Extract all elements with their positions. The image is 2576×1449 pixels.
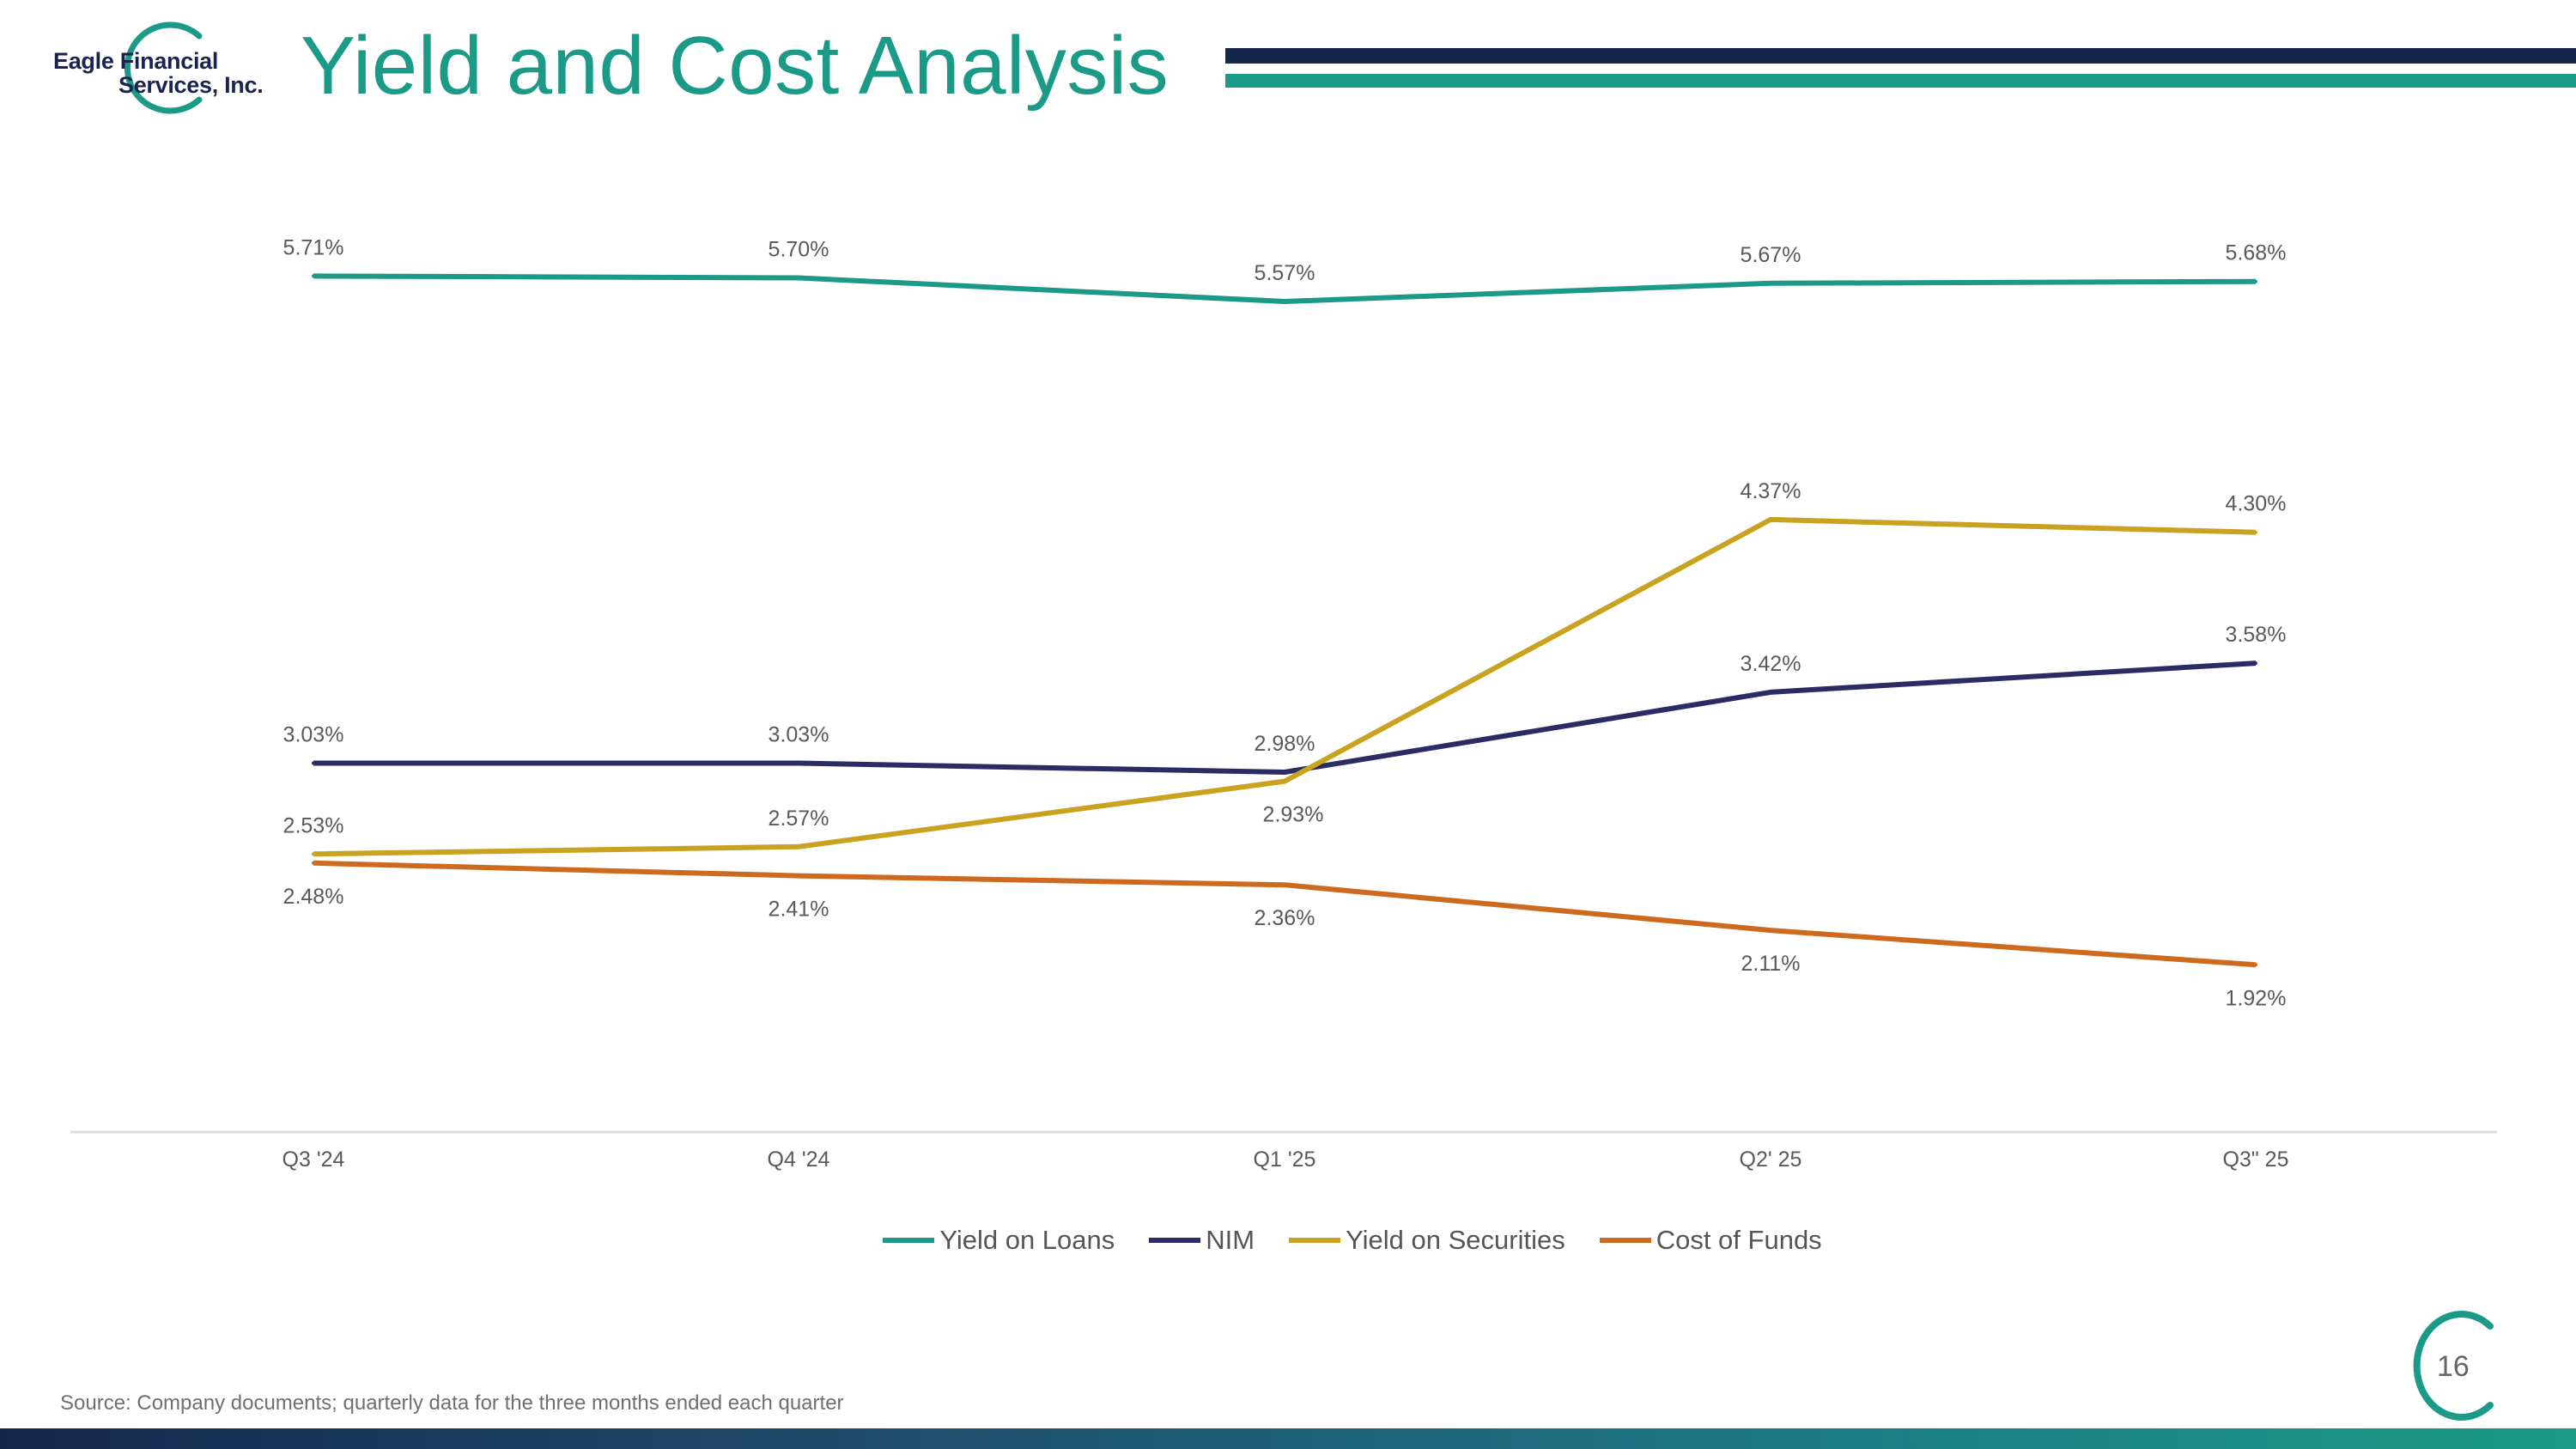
- page-title: Yield and Cost Analysis: [301, 20, 1170, 112]
- legend-swatch-nim: [1149, 1238, 1201, 1243]
- data-point-yield-on-securities: [1283, 779, 1286, 783]
- data-label: 2.48%: [283, 885, 344, 909]
- company-logo: Eagle Financial Services, Inc.: [53, 17, 268, 125]
- x-tick-label: Q3" 25: [2223, 1148, 2289, 1172]
- logo-name-line1: Eagle Financial: [53, 48, 219, 74]
- data-point-cost-of-funds: [1769, 928, 1772, 933]
- data-point-yield-on-securities: [797, 844, 800, 849]
- x-tick-layer: Q3 '24 Q4 '24 Q1 '25 Q2' 25 Q3" 25: [283, 1148, 2289, 1172]
- data-label-layer: 5.71% 5.70% 5.57% 5.67% 5.68% 3.03% 3.03% 2.98%…: [283, 235, 2287, 1010]
- data-point-nim: [797, 761, 800, 765]
- data-label: 5.68%: [2226, 241, 2287, 265]
- data-label: 2.41%: [769, 898, 829, 922]
- data-label: 5.70%: [769, 238, 829, 262]
- data-point-yield-on-securities: [1769, 517, 1772, 521]
- legend-swatch-yield-on-loans: [883, 1238, 935, 1243]
- chart-legend: Yield on Loans NIM Yield on Securities C…: [0, 1225, 2576, 1256]
- data-label: 2.53%: [283, 813, 344, 837]
- data-label: 4.30%: [2226, 492, 2287, 516]
- footer-band: [0, 1428, 2576, 1449]
- legend-label: Yield on Securities: [1346, 1225, 1565, 1255]
- page-ring-icon: [2413, 1311, 2494, 1421]
- logo-name-line2: Services, Inc.: [118, 72, 264, 98]
- data-point-nim: [1769, 690, 1772, 694]
- data-point-yield-on-loans: [312, 274, 315, 278]
- data-point-cost-of-funds: [2254, 963, 2257, 967]
- data-label: 3.03%: [283, 723, 344, 747]
- data-point-nim: [1283, 770, 1286, 774]
- data-point-cost-of-funds: [797, 874, 800, 878]
- data-point-yield-on-securities: [312, 852, 315, 856]
- x-tick-label: Q3 '24: [283, 1148, 345, 1172]
- data-point-nim: [312, 761, 315, 765]
- source-note: Source: Company documents; quarterly dat…: [60, 1391, 844, 1415]
- legend-item-cost-of-funds: Cost of Funds: [1599, 1225, 1822, 1256]
- page-number: 16: [2437, 1350, 2470, 1383]
- x-tick-label: Q2' 25: [1740, 1148, 1802, 1172]
- data-label: 2.57%: [769, 807, 829, 831]
- legend-label: NIM: [1206, 1225, 1255, 1255]
- data-point-cost-of-funds: [1283, 883, 1286, 887]
- legend-swatch-cost-of-funds: [1599, 1238, 1651, 1243]
- data-point-yield-on-loans: [1769, 281, 1772, 285]
- series-layer: [312, 273, 2257, 968]
- x-tick-label: Q4 '24: [768, 1148, 830, 1172]
- data-label: 5.57%: [1255, 261, 1315, 285]
- legend-item-nim: NIM: [1149, 1225, 1255, 1256]
- data-label: 2.98%: [1255, 732, 1315, 756]
- data-label: 3.42%: [1741, 652, 1801, 676]
- legend-item-yield-on-loans: Yield on Loans: [883, 1225, 1115, 1256]
- data-label: 2.36%: [1255, 906, 1315, 930]
- data-point-yield-on-loans: [2254, 279, 2257, 283]
- logo-ring-icon: [124, 21, 203, 114]
- data-label: 5.71%: [283, 235, 344, 259]
- data-point-yield-on-loans: [1283, 300, 1286, 303]
- data-point-cost-of-funds: [312, 861, 315, 865]
- x-tick-label: Q1 '25: [1254, 1148, 1316, 1172]
- data-point-yield-on-securities: [2254, 530, 2257, 534]
- data-label: 4.37%: [1741, 479, 1801, 503]
- data-point-yield-on-loans: [797, 276, 800, 280]
- legend-swatch-yield-on-securities: [1289, 1238, 1341, 1243]
- legend-label: Yield on Loans: [939, 1225, 1115, 1255]
- header-rule-navy: [1225, 48, 2576, 64]
- data-point-nim: [2254, 661, 2257, 666]
- data-label: 5.67%: [1741, 243, 1801, 267]
- legend-label: Cost of Funds: [1656, 1225, 1822, 1255]
- data-label: 3.03%: [769, 723, 829, 747]
- data-label: 2.11%: [1741, 952, 1800, 976]
- header-rule-teal: [1225, 74, 2576, 88]
- data-label: 3.58%: [2226, 623, 2287, 647]
- data-label: 2.93%: [1263, 803, 1324, 827]
- data-label: 1.92%: [2226, 986, 2287, 1010]
- legend-item-yield-on-securities: Yield on Securities: [1289, 1225, 1565, 1256]
